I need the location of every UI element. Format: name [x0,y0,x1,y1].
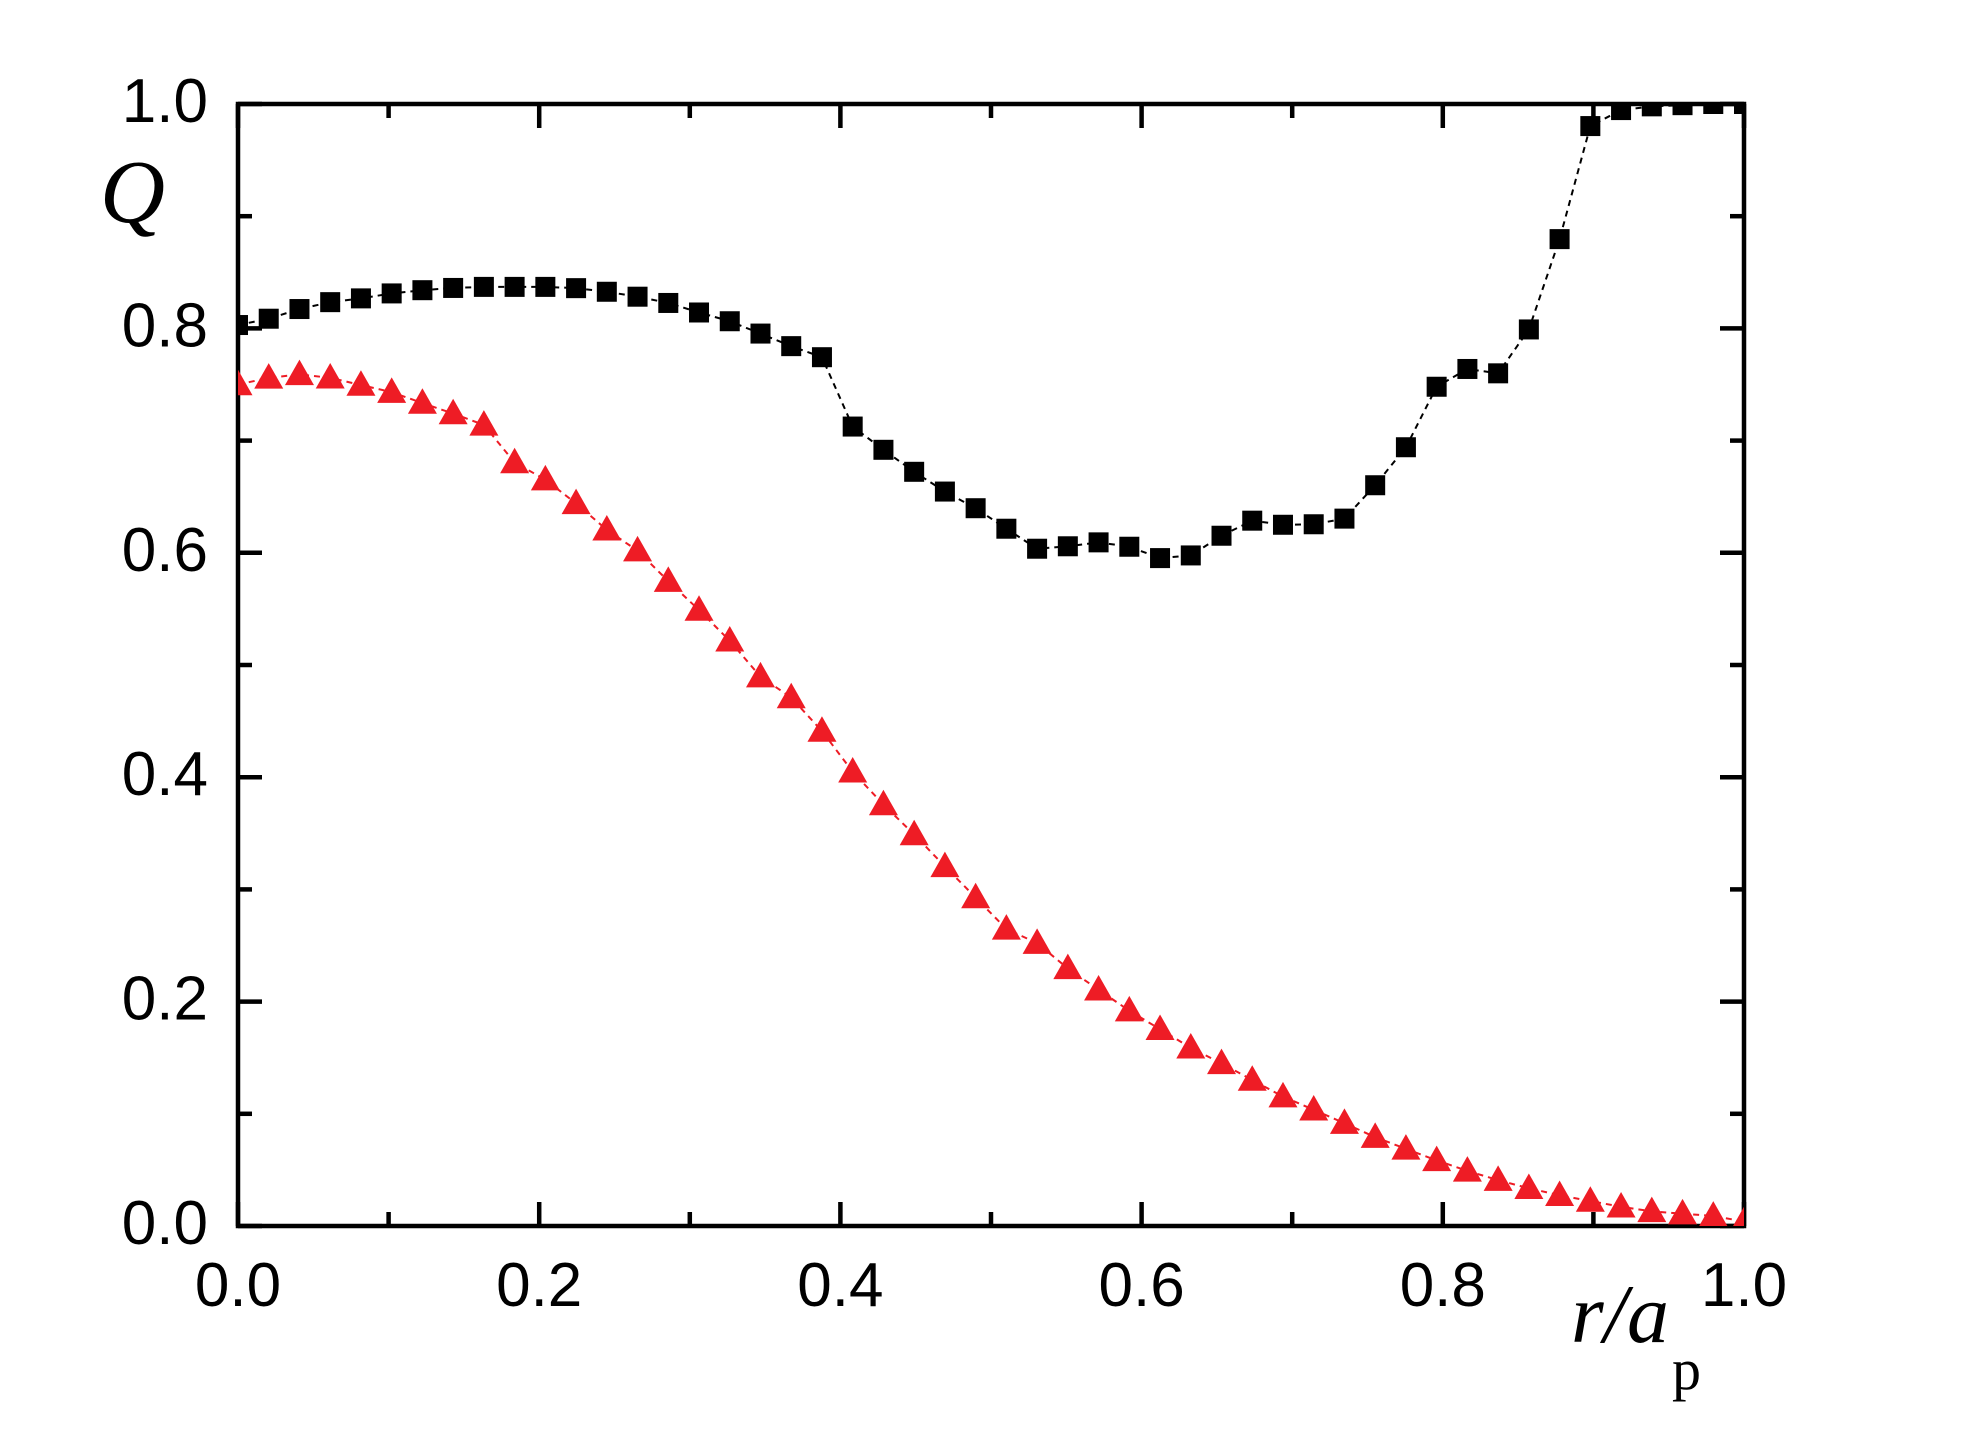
svg-text:0.6: 0.6 [1098,1251,1184,1320]
svg-text:1.0: 1.0 [1701,1251,1787,1320]
svg-text:0.0: 0.0 [122,1189,208,1258]
svg-text:0.2: 0.2 [496,1251,582,1320]
svg-text:Q: Q [100,143,165,242]
svg-text:0.6: 0.6 [122,516,208,585]
svg-text:0.8: 0.8 [122,291,208,360]
svg-text:0.4: 0.4 [122,740,208,809]
svg-text:p: p [1672,1337,1701,1402]
svg-text:0.0: 0.0 [195,1251,281,1320]
svg-text:1.0: 1.0 [122,67,208,136]
svg-text:0.4: 0.4 [797,1251,883,1320]
svg-text:0.2: 0.2 [122,965,208,1034]
svg-text:0.8: 0.8 [1400,1251,1486,1320]
svg-text:r/a: r/a [1571,1268,1669,1361]
